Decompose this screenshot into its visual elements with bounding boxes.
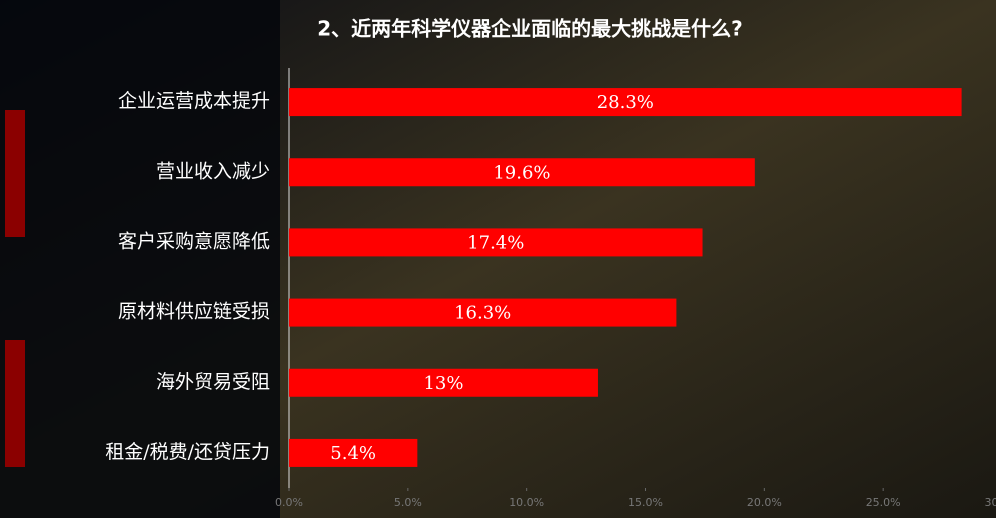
left-panel: [0, 0, 280, 518]
x-tick-label: 25.0%: [866, 496, 901, 509]
category-label: 企业运营成本提升: [118, 90, 270, 112]
category-label: 营业收入减少: [156, 160, 270, 182]
category-label: 海外贸易受阻: [156, 371, 270, 393]
value-label: 13%: [423, 373, 463, 394]
bar: [289, 88, 962, 117]
bar: [289, 368, 598, 397]
bar: [289, 298, 677, 327]
bar: [289, 158, 755, 187]
value-label: 5.4%: [330, 443, 376, 464]
bar: [289, 228, 703, 257]
x-tick-label: 20.0%: [747, 496, 782, 509]
value-label: 19.6%: [493, 162, 550, 183]
category-label: 客户采购意愿降低: [118, 230, 270, 252]
x-tick-label: 0.0%: [275, 496, 303, 509]
decor-bar: [5, 340, 25, 467]
value-label: 28.3%: [597, 92, 654, 113]
category-label: 原材料供应链受损: [118, 301, 270, 323]
x-tick-label: 5.0%: [394, 496, 422, 509]
value-label: 16.3%: [454, 303, 511, 324]
value-label: 17.4%: [467, 232, 524, 253]
chart-title: 2、近两年科学仪器企业面临的最大挑战是什么?: [317, 17, 743, 41]
x-tick-label: 30.0%: [985, 496, 996, 509]
bar: [289, 438, 418, 467]
x-tick-label: 15.0%: [628, 496, 663, 509]
category-label: 租金/税费/还贷压力: [105, 441, 270, 463]
x-tick-label: 10.0%: [509, 496, 544, 509]
decor-bar: [5, 110, 25, 237]
